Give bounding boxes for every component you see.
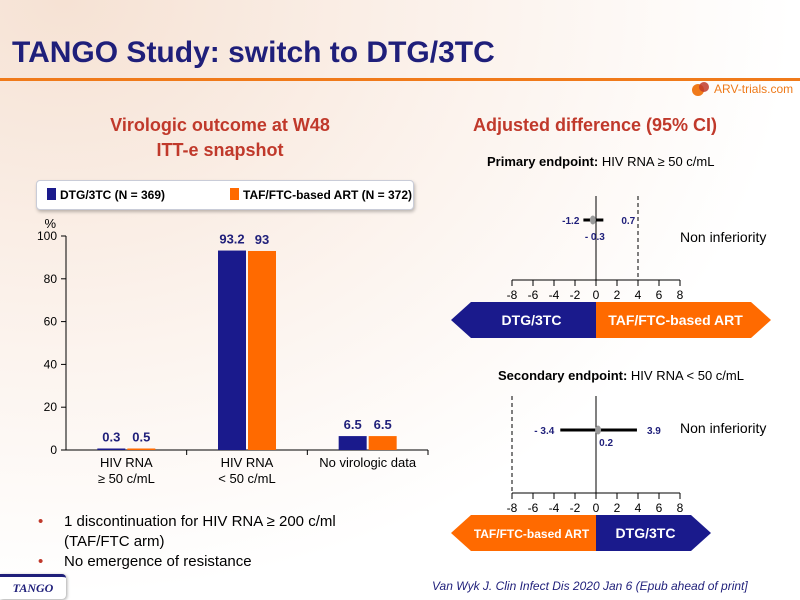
forest-x-tick-label: 8 xyxy=(677,501,684,515)
bullet-continuation: (TAF/FTC arm) xyxy=(38,532,336,552)
forest-x-tick-label: 4 xyxy=(635,288,642,302)
x-tick-label: ≥ 50 c/mL xyxy=(98,471,155,486)
forest-x-tick-label: 8 xyxy=(677,288,684,302)
bar xyxy=(97,448,126,450)
bar-chart-legend: DTG/3TC (N = 369) TAF/FTC-based ART (N =… xyxy=(36,180,414,210)
x-tick-label: No virologic data xyxy=(319,455,417,470)
legend-swatch-dtg xyxy=(47,188,56,200)
secondary-non-inferiority-label: Non inferiority xyxy=(680,420,767,436)
bar-value-label: 93 xyxy=(255,232,269,247)
bullet-text: No emergence of resistance xyxy=(64,553,252,570)
bar xyxy=(248,250,276,450)
bullet-text: (TAF/FTC arm) xyxy=(64,533,165,550)
forest-x-tick-label: -6 xyxy=(528,288,539,302)
logo-mark-icon xyxy=(692,82,709,96)
bar-value-label: 0.5 xyxy=(132,430,150,445)
bar xyxy=(338,436,367,450)
x-tick-label: HIV RNA xyxy=(100,455,153,470)
bar-value-label: 6.5 xyxy=(374,417,392,432)
ci-upper-label: 0.7 xyxy=(621,216,635,227)
forest-x-tick-label: -8 xyxy=(507,288,518,302)
secondary-endpoint-criterion: HIV RNA < 50 c/mL xyxy=(627,368,744,383)
ci-upper-label: 3.9 xyxy=(647,426,661,437)
forest-x-tick-label: 6 xyxy=(656,501,663,515)
bar-value-label: 93.2 xyxy=(219,232,244,247)
x-tick-label: HIV RNA xyxy=(221,455,274,470)
bar xyxy=(368,436,397,450)
title-underline xyxy=(0,78,800,81)
slide-title: TANGO Study: switch to DTG/3TC xyxy=(12,36,495,69)
forest-x-tick-label: 6 xyxy=(656,288,663,302)
forest-x-tick-label: 0 xyxy=(593,288,600,302)
favours-left-label: DTG/3TC xyxy=(502,312,562,328)
point-estimate xyxy=(595,425,602,435)
primary-endpoint-label: Primary endpoint: xyxy=(487,154,599,169)
favours-left-label: TAF/FTC-based ART xyxy=(474,527,590,541)
bar-chart-heading: Virologic outcome at W48 xyxy=(110,115,330,135)
forest-x-tick-label: -2 xyxy=(570,288,581,302)
y-tick-label: 0 xyxy=(50,443,57,457)
favours-left-arrow xyxy=(451,515,596,551)
forest-x-tick-label: -6 xyxy=(528,501,539,515)
logo-text: ARV-trials.com xyxy=(714,82,794,96)
favours-left-arrow xyxy=(451,302,596,338)
bar-value-label: 6.5 xyxy=(344,417,362,432)
x-tick-label: < 50 c/mL xyxy=(218,471,275,486)
forest-x-tick-label: 2 xyxy=(614,288,621,302)
bullet-dot: • xyxy=(38,513,44,530)
forest-plot-heading: Adjusted difference (95% CI) xyxy=(472,115,718,135)
ci-lower-label: -1.2 xyxy=(562,216,580,227)
estimate-label: - 0.3 xyxy=(585,232,605,243)
bullet-dot: • xyxy=(38,553,44,570)
favours-right-label: DTG/3TC xyxy=(616,525,676,541)
forest-x-tick-label: 2 xyxy=(614,501,621,515)
secondary-endpoint-label: Secondary endpoint: xyxy=(498,368,628,383)
study-badge: TANGO xyxy=(0,574,66,599)
citation: Van Wyk J. Clin Infect Dis 2020 Jan 6 (E… xyxy=(432,579,748,593)
forest-x-tick-label: 4 xyxy=(635,501,642,515)
y-tick-label: 60 xyxy=(44,315,58,329)
estimate-label: 0.2 xyxy=(599,438,613,449)
legend-label-dtg: DTG/3TC (N = 369) xyxy=(60,188,166,202)
primary-endpoint-criterion: HIV RNA ≥ 50 c/mL xyxy=(598,154,715,169)
bar-chart-subheading: ITT-e snapshot xyxy=(156,140,284,160)
forest-x-tick-label: 0 xyxy=(593,501,600,515)
y-tick-label: 20 xyxy=(44,400,58,414)
arv-trials-logo: ARV-trials.com xyxy=(690,80,794,100)
bullet-text: 1 discontinuation for HIV RNA ≥ 200 c/ml xyxy=(64,513,336,530)
favours-right-arrow xyxy=(596,302,771,338)
bar-value-label: 0.3 xyxy=(102,430,120,445)
forest-x-tick-label: -2 xyxy=(570,501,581,515)
y-axis-unit-label: % xyxy=(44,216,56,231)
secondary-endpoint-title: Secondary endpoint: HIV RNA < 50 c/mL xyxy=(498,368,744,383)
point-estimate xyxy=(589,215,596,225)
y-tick-label: 80 xyxy=(44,272,58,286)
legend-swatch-taf xyxy=(230,188,239,200)
forest-x-tick-label: -8 xyxy=(507,501,518,515)
favours-right-arrow xyxy=(596,515,711,551)
primary-non-inferiority-label: Non inferiority xyxy=(680,229,767,245)
y-tick-label: 40 xyxy=(44,357,58,371)
y-tick-label: 100 xyxy=(37,229,57,243)
legend-item-taf: TAF/FTC-based ART (N = 372) xyxy=(230,188,412,202)
legend-label-taf: TAF/FTC-based ART (N = 372) xyxy=(243,188,413,202)
forest-x-tick-label: -4 xyxy=(549,501,560,515)
ci-lower-label: - 3.4 xyxy=(534,426,554,437)
bar xyxy=(127,448,156,450)
bullet-item: • No emergence of resistance xyxy=(38,552,336,572)
legend-item-dtg: DTG/3TC (N = 369) xyxy=(47,188,165,202)
bullet-item: • 1 discontinuation for HIV RNA ≥ 200 c/m… xyxy=(38,512,336,532)
bar xyxy=(218,250,246,450)
primary-endpoint-title: Primary endpoint: HIV RNA ≥ 50 c/mL xyxy=(487,154,714,169)
bullet-list: • 1 discontinuation for HIV RNA ≥ 200 c/m… xyxy=(38,512,336,572)
forest-x-tick-label: -4 xyxy=(549,288,560,302)
favours-right-label: TAF/FTC-based ART xyxy=(608,312,743,328)
